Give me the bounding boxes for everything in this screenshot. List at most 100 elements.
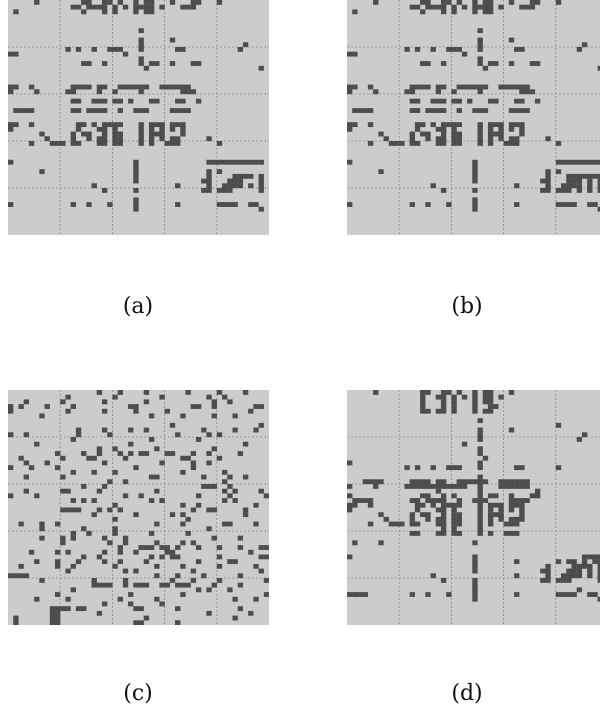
matrix-cell-b (414, 126, 421, 132)
matrix-cell-b (409, 4, 416, 10)
matrix-cell-b (451, 141, 457, 146)
matrix-cell-c (75, 427, 82, 433)
matrix-cell-c (227, 493, 233, 499)
matrix-cell-a (112, 122, 118, 128)
matrix-cell-c (216, 563, 223, 569)
matrix-cell-a (96, 126, 103, 132)
matrix-cell-a (117, 0, 123, 5)
matrix-cell-b (571, 178, 577, 184)
matrix-cell-d (347, 493, 353, 499)
matrix-cell-c (232, 413, 238, 419)
matrix-cell-c (101, 535, 108, 541)
matrix-cell-a (101, 141, 108, 146)
matrix-cell-c (49, 606, 56, 612)
matrix-cell-a (232, 183, 238, 189)
matrix-cell-b (487, 131, 494, 137)
matrix-cell-b (425, 136, 431, 142)
matrix-cell-c (227, 474, 233, 480)
matrix-cell-d (456, 502, 462, 508)
matrix-cell-c (180, 540, 186, 546)
matrix-cell-d (487, 399, 494, 405)
matrix-cell-d (435, 394, 442, 400)
sparsity-plot-a (8, 0, 269, 235)
matrix-cell-b (524, 89, 530, 95)
matrix-cell-b (566, 159, 572, 165)
matrix-cell-c (195, 404, 202, 409)
matrix-cell-a (190, 4, 197, 10)
matrix-cell-a (107, 202, 113, 207)
matrix-cell-a (44, 136, 50, 142)
matrix-cell-d (581, 432, 588, 438)
matrix-cell-c (195, 502, 202, 508)
matrix-cell-d (487, 502, 494, 508)
matrix-cell-c (143, 451, 150, 456)
matrix-cell-c (175, 620, 181, 625)
matrix-cell-b (514, 183, 520, 189)
matrix-cell-d (440, 390, 447, 395)
matrix-cell-b (409, 202, 416, 207)
matrix-cell-d (576, 437, 583, 442)
matrix-cell-b (477, 61, 483, 66)
matrix-panel-b (347, 0, 600, 235)
matrix-cell-b (561, 188, 567, 193)
matrix-cell-d (487, 394, 494, 400)
matrix-cell-d (514, 502, 520, 508)
matrix-cell-c (49, 610, 56, 616)
matrix-cell-d (487, 507, 494, 513)
matrix-cell-b (477, 84, 483, 90)
matrix-cell-a (101, 61, 108, 66)
matrix-cell-b (472, 4, 478, 10)
matrix-cell-c (190, 404, 197, 409)
matrix-cell-a (138, 28, 144, 34)
matrix-cell-a (185, 89, 191, 95)
matrix-cell-c (18, 563, 24, 569)
matrix-cell-a (81, 84, 87, 90)
matrix-cell-c (138, 582, 144, 588)
matrix-cell-d (514, 521, 520, 527)
matrix-cell-b (555, 159, 562, 165)
matrix-cell-b (414, 108, 421, 113)
matrix-cell-c (253, 563, 259, 569)
matrix-cell-c (107, 432, 113, 438)
matrix-cell-b (508, 61, 515, 66)
matrix-cell-d (440, 578, 447, 583)
matrix-cell-b (435, 98, 442, 104)
matrix-cell-d (435, 484, 442, 489)
matrix-cell-b (571, 183, 577, 189)
matrix-cell-c (227, 559, 233, 565)
matrix-cell-d (482, 498, 489, 503)
matrix-cell-b (514, 202, 520, 207)
matrix-cell-c (8, 404, 14, 409)
matrix-cell-b (508, 108, 515, 113)
matrix-cell-a (138, 84, 144, 90)
matrix-cell-a (133, 197, 139, 203)
matrix-cell-a (143, 65, 150, 71)
matrix-cell-b (440, 4, 447, 10)
matrix-cell-c (96, 451, 103, 456)
matrix-cell-c (175, 545, 181, 550)
matrix-cell-c (190, 578, 197, 583)
matrix-cell-b (435, 141, 442, 146)
matrix-cell-b (519, 126, 525, 132)
matrix-cell-c (258, 545, 264, 550)
matrix-cell-d (514, 479, 520, 485)
matrix-cell-a (75, 122, 82, 128)
matrix-cell-b (425, 61, 431, 66)
matrix-cell-b (373, 89, 379, 95)
matrix-cell-b (529, 89, 536, 95)
matrix-cell-d (472, 408, 478, 414)
matrix-cell-d (519, 484, 525, 489)
matrix-cell-c (143, 615, 150, 621)
matrix-cell-d (456, 521, 462, 527)
matrix-cell-c (258, 554, 264, 560)
matrix-cell-a (159, 136, 165, 142)
matrix-cell-b (545, 178, 551, 184)
matrix-cell-c (253, 404, 259, 409)
matrix-cell-c (164, 549, 170, 555)
matrix-cell-b (498, 84, 504, 90)
matrix-cell-d (508, 427, 515, 433)
matrix-cell-c (253, 596, 259, 602)
matrix-cell-a (175, 108, 181, 113)
matrix-cell-a (237, 159, 244, 165)
matrix-cell-d (435, 498, 442, 503)
